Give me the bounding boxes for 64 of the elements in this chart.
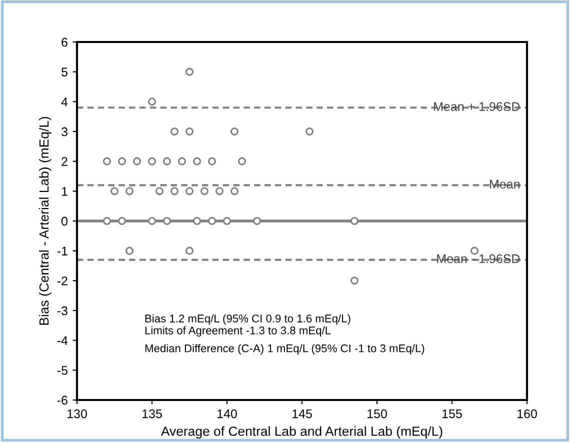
ref-line-label: Mean bbox=[490, 180, 520, 189]
point bbox=[148, 157, 156, 166]
point bbox=[162, 216, 172, 226]
point bbox=[162, 157, 172, 166]
point bbox=[192, 216, 202, 226]
point bbox=[170, 187, 179, 196]
x-tick-label: 160 bbox=[518, 409, 537, 418]
x-tick-label: 155 bbox=[442, 409, 462, 418]
y-tick-label: -5 bbox=[57, 366, 68, 375]
y-tick-label: 2 bbox=[62, 157, 68, 166]
y-tick-label: 0 bbox=[62, 216, 68, 226]
ref-line-label: Mean - 1.96SD bbox=[437, 254, 520, 264]
point bbox=[238, 157, 246, 166]
y-tick-label: -3 bbox=[57, 306, 68, 316]
y-tick-label: 5 bbox=[62, 68, 68, 76]
point bbox=[230, 127, 239, 136]
ref-line-label: Mean + 1.96SD bbox=[434, 102, 520, 111]
point bbox=[102, 157, 112, 166]
point bbox=[148, 98, 156, 106]
y-tick-label: 1 bbox=[62, 187, 68, 196]
point bbox=[148, 216, 156, 226]
point bbox=[185, 68, 194, 76]
point bbox=[192, 157, 202, 166]
point bbox=[125, 187, 134, 196]
annotation: Limits of Agreement -1.3 to 3.8 mEq/L bbox=[145, 326, 331, 337]
point bbox=[230, 187, 239, 196]
point bbox=[155, 187, 164, 196]
x-axis-title: Average of Central Lab and Arterial Lab (mEq/L) bbox=[160, 426, 442, 439]
y-tick-label: -4 bbox=[57, 336, 68, 345]
point bbox=[215, 187, 224, 196]
point bbox=[470, 246, 479, 255]
point bbox=[125, 246, 134, 255]
y-tick-label: -1 bbox=[57, 246, 68, 256]
point bbox=[118, 157, 126, 166]
x-tick-label: 140 bbox=[218, 409, 237, 418]
y-tick-label: -6 bbox=[57, 396, 68, 405]
point bbox=[170, 127, 179, 136]
point bbox=[208, 157, 216, 166]
annotation: Bias 1.2 mEq/L (95% CI 0.9 to 1.6 mEq/L) bbox=[145, 314, 350, 325]
point bbox=[118, 216, 126, 226]
annotation: Median Difference (C-A) 1 mEq/L (95% CI -1 to 3 mEq/L) bbox=[145, 344, 424, 354]
y-tick-label: -2 bbox=[57, 276, 68, 286]
point bbox=[185, 246, 194, 255]
x-tick-label: 135 bbox=[142, 409, 162, 418]
point bbox=[208, 216, 216, 226]
x-tick-label: 130 bbox=[68, 409, 87, 418]
point bbox=[222, 216, 232, 226]
y-tick-label: 3 bbox=[62, 127, 68, 136]
x-tick-label: 145 bbox=[292, 409, 312, 418]
point bbox=[110, 187, 119, 196]
point bbox=[178, 157, 186, 166]
point bbox=[200, 187, 209, 196]
y-tick-label: 4 bbox=[61, 98, 68, 106]
point bbox=[132, 157, 142, 166]
y-tick-label: 6 bbox=[62, 38, 68, 47]
y-axis-title: Bias (Central - Arterial Lab) (mEq/L) bbox=[39, 116, 52, 325]
point bbox=[185, 187, 194, 196]
point bbox=[185, 127, 194, 136]
point bbox=[350, 216, 359, 226]
x-tick-label: 150 bbox=[368, 409, 387, 418]
point bbox=[102, 216, 112, 226]
point bbox=[252, 216, 262, 226]
point bbox=[305, 127, 314, 136]
point bbox=[350, 276, 359, 285]
